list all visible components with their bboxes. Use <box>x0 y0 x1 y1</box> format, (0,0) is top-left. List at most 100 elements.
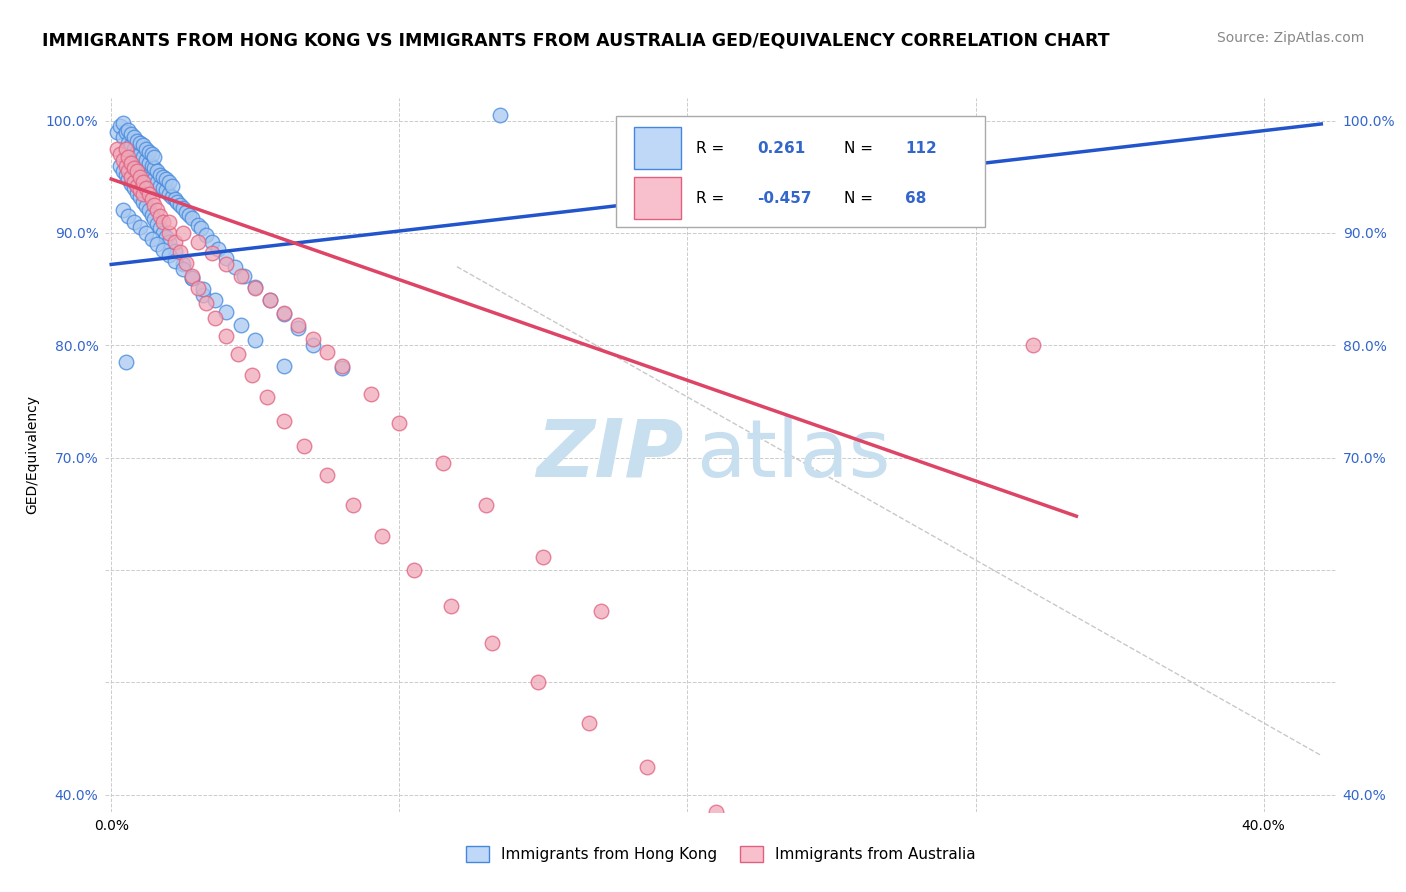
Text: atlas: atlas <box>696 416 890 494</box>
Point <box>105 142 128 156</box>
Point <box>129 183 152 197</box>
Point <box>302 332 325 346</box>
Text: -0.457: -0.457 <box>758 191 813 205</box>
Point <box>330 359 353 373</box>
Point <box>111 153 134 167</box>
Point <box>127 134 149 148</box>
Point <box>242 368 264 382</box>
Point <box>122 181 145 195</box>
Point <box>120 169 142 184</box>
Point <box>132 175 155 189</box>
Text: R =: R = <box>696 191 730 205</box>
Point <box>138 168 160 182</box>
Point <box>135 153 157 167</box>
Point <box>256 390 278 404</box>
Point <box>215 329 238 343</box>
Point <box>135 181 157 195</box>
Point <box>111 116 134 130</box>
Point <box>114 142 136 156</box>
Point <box>180 268 202 283</box>
Point <box>122 161 145 175</box>
Point <box>232 268 254 283</box>
Point <box>201 235 224 249</box>
Point <box>152 226 174 240</box>
Point <box>146 203 169 218</box>
Point <box>111 130 134 145</box>
Point <box>111 164 134 178</box>
Point <box>143 150 166 164</box>
Text: 0.261: 0.261 <box>758 141 806 155</box>
Point <box>105 125 128 139</box>
Point <box>114 159 136 173</box>
Point <box>149 178 172 193</box>
Point <box>129 136 152 150</box>
Point <box>114 355 136 369</box>
Point <box>120 156 142 170</box>
Point <box>141 169 163 184</box>
Point <box>138 145 160 159</box>
Point <box>172 201 194 215</box>
Point <box>132 194 155 209</box>
Point <box>402 563 425 577</box>
Point <box>152 215 174 229</box>
Point <box>108 159 131 173</box>
Point <box>149 221 172 235</box>
Point <box>135 199 157 213</box>
Point <box>129 147 152 161</box>
Point <box>245 281 267 295</box>
Point <box>201 246 224 260</box>
Point <box>132 138 155 153</box>
Point <box>330 360 353 375</box>
Point <box>172 257 194 271</box>
Point <box>259 293 281 308</box>
Y-axis label: GED/Equivalency: GED/Equivalency <box>25 395 39 515</box>
Point <box>152 169 174 184</box>
Point <box>138 186 160 201</box>
Point <box>163 244 186 258</box>
Point <box>127 159 149 173</box>
Point <box>432 456 454 470</box>
Point <box>141 192 163 206</box>
Point <box>180 271 202 285</box>
Point <box>160 178 183 193</box>
Point <box>163 192 186 206</box>
Point <box>143 172 166 186</box>
Point <box>141 159 163 173</box>
Point <box>132 150 155 164</box>
Point <box>114 142 136 156</box>
Point <box>108 119 131 133</box>
Point <box>120 127 142 141</box>
Point <box>120 177 142 191</box>
Point <box>229 268 252 283</box>
Point <box>117 172 139 186</box>
Point <box>127 186 149 200</box>
Point <box>163 254 186 268</box>
Point <box>122 130 145 145</box>
Point <box>204 311 226 326</box>
Legend: Immigrants from Hong Kong, Immigrants from Australia: Immigrants from Hong Kong, Immigrants fr… <box>460 840 981 868</box>
Point <box>141 208 163 222</box>
Point <box>157 226 180 240</box>
Point <box>143 212 166 227</box>
Point <box>157 215 180 229</box>
Point <box>117 164 139 178</box>
Point <box>163 235 186 249</box>
Point <box>157 175 180 189</box>
Point <box>141 147 163 161</box>
Point <box>120 138 142 153</box>
Point <box>229 318 252 332</box>
Point <box>172 226 194 240</box>
Point <box>157 235 180 249</box>
Text: ZIP: ZIP <box>536 416 683 494</box>
Point <box>636 760 658 774</box>
Point <box>127 178 149 193</box>
Point <box>117 209 139 223</box>
Point <box>117 136 139 150</box>
Point <box>149 168 172 182</box>
Point <box>135 164 157 178</box>
Point <box>316 345 339 359</box>
Point <box>149 209 172 223</box>
Point <box>129 169 152 184</box>
Point <box>215 257 238 271</box>
Point <box>143 198 166 212</box>
